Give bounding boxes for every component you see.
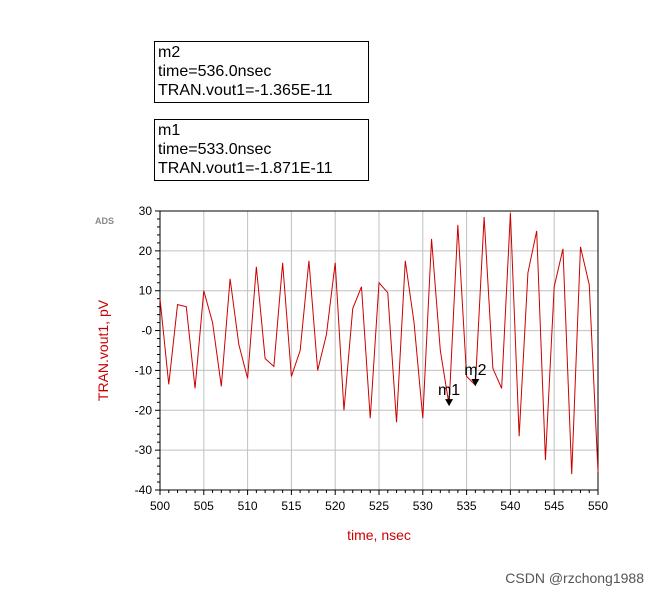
tick-labels: 500 505 510 515 520 525 530 535 540 545 550 30 20 10 -… (135, 204, 609, 513)
watermark: CSDN @rzchong1988 (505, 570, 644, 586)
x-tick-label: 535 (457, 499, 477, 513)
y-tick-label: -20 (135, 403, 153, 417)
marker-readout-m2[interactable]: m2 time=536.0nsec TRAN.vout1=-1.365E-11 (154, 41, 369, 103)
x-tick-label: 530 (413, 499, 433, 513)
y-tick-label: 30 (139, 204, 153, 218)
y-axis-label: TRAN.vout1, pV (95, 299, 111, 401)
x-tick-label: 500 (150, 499, 170, 513)
plot-frame (159, 210, 599, 491)
marker-name: m1 (158, 122, 181, 139)
vout1-trace (159, 212, 599, 475)
ads-logo: ADS (95, 216, 114, 226)
y-tick-label: -0 (141, 324, 152, 338)
marker-arrow-icon (445, 399, 454, 407)
x-tick-label: 545 (544, 499, 564, 513)
x-tick-label: 510 (238, 499, 258, 513)
marker-time: time=533.0nsec (158, 141, 272, 158)
y-tick-label: -40 (135, 483, 153, 497)
marker-label: m2 (464, 362, 486, 379)
series (159, 212, 599, 475)
marker-value: TRAN.vout1=-1.365E-11 (158, 82, 333, 99)
marker-time: time=536.0nsec (158, 63, 272, 80)
x-tick-label: 515 (281, 499, 301, 513)
x-tick-label: 505 (194, 499, 214, 513)
y-tick-label: -30 (135, 443, 153, 457)
y-tick-label: -10 (135, 363, 153, 377)
marker-m2[interactable]: m2 (464, 362, 487, 386)
marker-value: TRAN.vout1=-1.871E-11 (158, 160, 333, 177)
x-tick-label: 540 (500, 499, 520, 513)
marker-readout-m1[interactable]: m1 time=533.0nsec TRAN.vout1=-1.871E-11 (154, 119, 369, 181)
x-tick-label: 525 (369, 499, 389, 513)
x-axis-label: time, nsec (347, 527, 411, 543)
y-tick-label: 10 (139, 284, 153, 298)
y-tick-label: 20 (139, 244, 153, 258)
marker-m1[interactable]: m1 (438, 382, 460, 407)
x-tick-label: 550 (588, 499, 608, 513)
marker-label: m1 (438, 382, 460, 399)
marker-arrow-icon (471, 378, 480, 386)
marker-name: m2 (158, 44, 181, 61)
x-tick-label: 520 (325, 499, 345, 513)
